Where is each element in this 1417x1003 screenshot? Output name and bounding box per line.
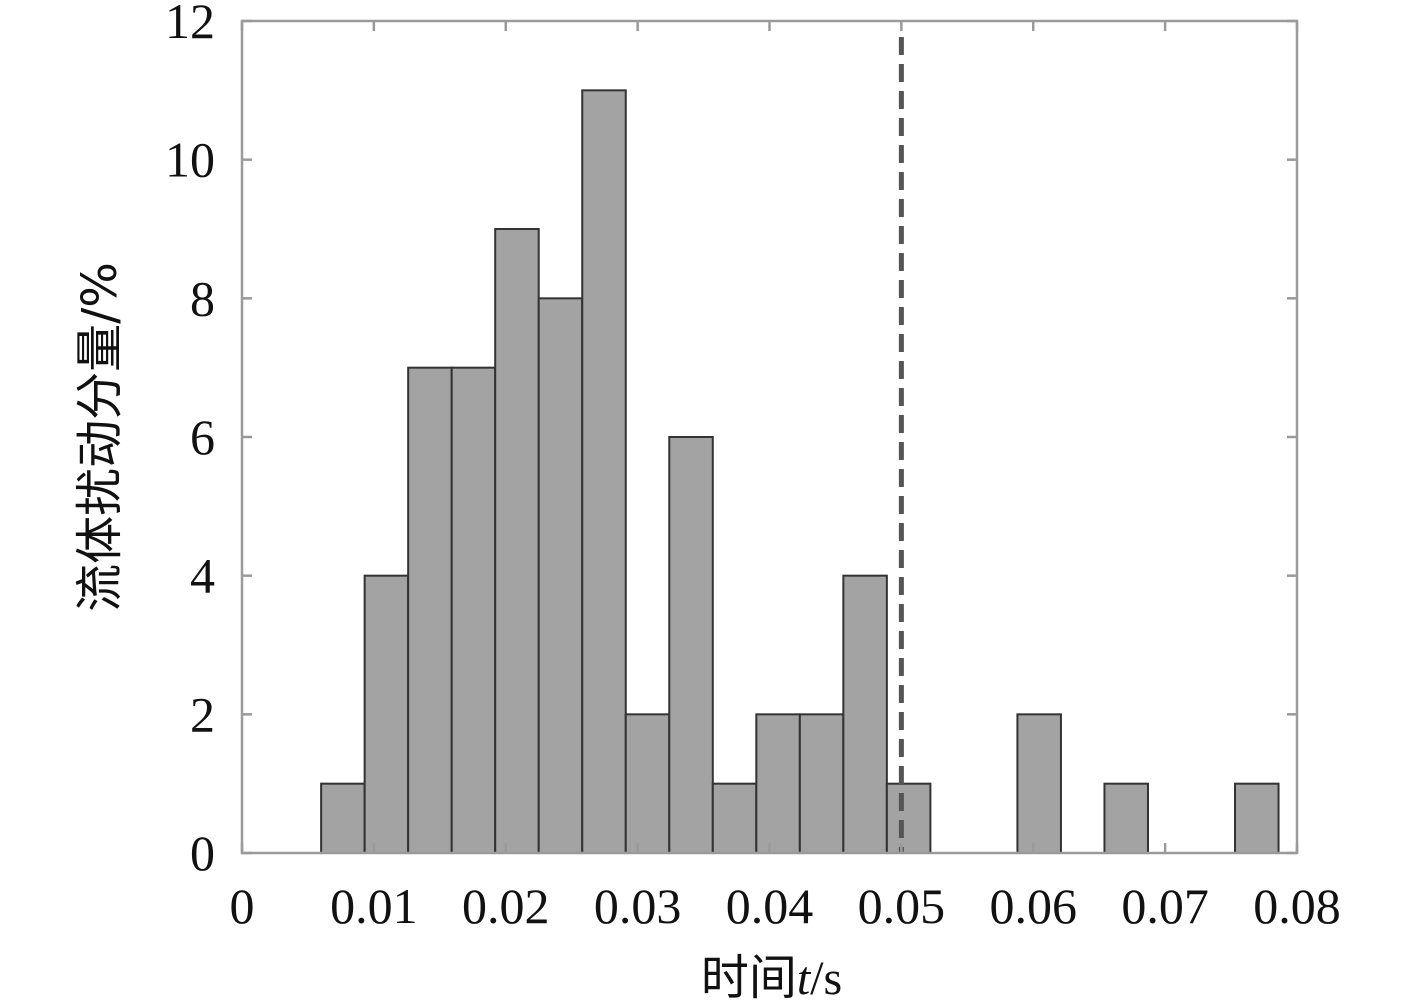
x-axis-label-prefix: 时间	[701, 950, 797, 1003]
ticks-group	[240, 19, 1299, 855]
x-axis-label-unit: /s	[810, 952, 842, 1003]
x-tick-label-4: 0.04	[726, 878, 814, 934]
bar-7	[624, 713, 671, 854]
bar-2	[407, 366, 453, 854]
y-axis-label: 流体扰动分量/%	[72, 262, 128, 612]
x-tick-label-0: 0	[230, 878, 255, 934]
x-tick-label-7: 0.07	[1121, 878, 1209, 934]
y-tick-label-2: 4	[190, 548, 215, 604]
x-tick-label-2: 0.02	[462, 878, 550, 934]
bar-6	[581, 89, 627, 855]
x-tick-label-3: 0.03	[594, 878, 682, 934]
tick-labels-group: 0 0.01 0.02 0.03 0.04 0.05 0.06 0.07 0.08 0 2 4 6 8 10…	[165, 0, 1341, 934]
bar-16	[1234, 782, 1280, 855]
bar-1	[363, 574, 410, 855]
bar-5	[537, 297, 584, 855]
x-tick-label-8: 0.08	[1253, 878, 1341, 934]
bar-10	[755, 713, 801, 854]
y-tick-label-6: 12	[165, 0, 215, 49]
x-tick-label-6: 0.06	[990, 878, 1078, 934]
x-tick-label-5: 0.05	[858, 878, 946, 934]
bar-4	[494, 228, 540, 854]
bar-0	[320, 782, 366, 855]
y-tick-label-4: 8	[190, 270, 215, 326]
bar-14	[1016, 713, 1062, 854]
y-tick-label-0: 0	[190, 825, 215, 881]
y-tick-label-3: 6	[190, 409, 215, 465]
y-tick-label-5: 10	[165, 132, 215, 188]
bar-15	[1103, 782, 1149, 855]
bar-12	[842, 574, 888, 855]
x-axis-label: 时间t/s	[701, 950, 842, 1003]
bar-13	[885, 782, 932, 855]
bars-group	[320, 89, 1280, 855]
bar-11	[798, 713, 845, 854]
bar-9	[711, 782, 758, 855]
bar-3	[450, 366, 497, 854]
x-axis-label-var: t	[797, 952, 812, 1003]
bar-8	[668, 436, 714, 854]
x-tick-label-1: 0.01	[330, 878, 418, 934]
y-tick-label-1: 2	[190, 686, 215, 742]
